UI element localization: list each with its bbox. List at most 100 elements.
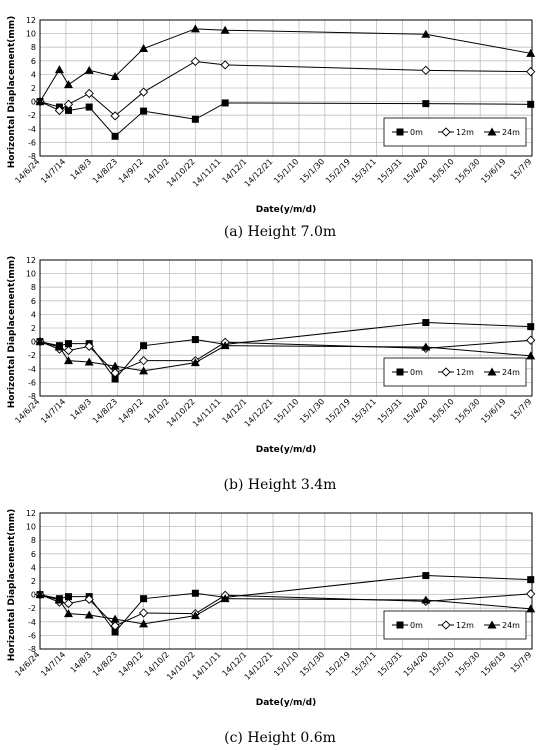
data-point-24m <box>63 356 73 365</box>
data-point-24m <box>190 611 200 620</box>
x-tick-label: 15/3/11 <box>350 397 378 425</box>
x-tick-label: 14/11/11 <box>191 650 223 682</box>
legend-label: 0m <box>410 128 423 137</box>
data-point-0m <box>64 106 72 114</box>
data-point-12m <box>526 589 536 599</box>
x-tick-label: 15/4/20 <box>402 397 430 425</box>
legend-marker <box>396 368 404 376</box>
legend-label: 0m <box>410 621 423 630</box>
legend-marker <box>487 367 497 376</box>
data-point-0m <box>64 593 72 601</box>
data-point-0m <box>191 115 199 123</box>
x-tick-label: 15/1/10 <box>272 650 300 678</box>
y-tick-label: -4 <box>28 365 36 374</box>
data-point-0m <box>85 103 93 111</box>
y-tick-label: 4 <box>31 310 36 319</box>
x-tick-label: 15/2/19 <box>324 650 352 678</box>
y-tick-label: 12 <box>26 256 36 265</box>
y-tick-label: -8 <box>28 152 36 161</box>
data-point-24m <box>35 337 45 346</box>
y-tick-label: 2 <box>31 84 36 93</box>
data-point-24m <box>63 609 73 618</box>
x-tick-label: 15/1/10 <box>272 397 300 425</box>
x-tick-label: 15/4/20 <box>402 157 430 185</box>
data-point-12m <box>63 598 74 609</box>
x-tick-label: 14/11/11 <box>191 157 223 189</box>
legend-marker <box>441 367 451 377</box>
data-point-12m <box>110 621 120 631</box>
panel-caption: (c) Height 0.6m <box>224 730 336 746</box>
x-tick-label: 14/6/24 <box>13 397 41 425</box>
data-point-12m <box>526 67 536 77</box>
data-point-24m <box>139 619 149 628</box>
data-point-24m <box>526 351 536 360</box>
series-line-24m <box>39 28 531 102</box>
data-point-12m <box>190 56 201 67</box>
y-tick-label: 10 <box>26 270 36 279</box>
data-point-24m <box>526 604 536 613</box>
x-axis-title: Date(y/m/d) <box>256 698 316 708</box>
data-point-0m <box>422 319 430 327</box>
data-point-0m <box>191 336 199 344</box>
x-tick-label: 14/9/12 <box>117 397 145 425</box>
data-point-24m <box>220 594 230 603</box>
legend-label: 24m <box>502 621 520 630</box>
y-tick-label: -2 <box>28 351 36 360</box>
y-tick-label: 10 <box>26 30 36 39</box>
x-tick-label: 15/1/30 <box>298 157 326 185</box>
data-point-0m <box>111 628 119 636</box>
x-tick-label: 14/9/12 <box>117 650 145 678</box>
x-tick-label: 15/3/31 <box>376 650 404 678</box>
data-point-0m <box>140 107 148 115</box>
y-axis-title: Horizontal Diaplacement(mm) <box>7 509 17 662</box>
y-axis-title: Horizontal Diaplacement(mm) <box>7 16 17 169</box>
panel-caption: (b) Height 3.4m <box>224 477 337 493</box>
data-point-24m <box>190 24 200 33</box>
legend-label: 24m <box>502 128 520 137</box>
y-tick-label: 2 <box>31 324 36 333</box>
series-line-0m <box>39 101 531 137</box>
plot-frame <box>39 19 533 157</box>
data-point-0m <box>111 132 119 140</box>
data-point-12m <box>110 368 120 378</box>
data-point-24m <box>421 595 431 604</box>
x-tick-label: 15/7/9 <box>509 397 534 422</box>
x-tick-label: 15/6/19 <box>479 157 507 185</box>
x-tick-label: 15/3/11 <box>350 157 378 185</box>
x-tick-label: 14/6/24 <box>13 650 41 678</box>
y-tick-label: 12 <box>26 509 36 518</box>
legend-marker <box>396 621 404 629</box>
y-tick-label: 10 <box>26 523 36 532</box>
x-tick-label: 15/5/30 <box>453 650 481 678</box>
data-point-0m <box>140 595 148 603</box>
y-axis-title: Horizontal Diaplacement(mm) <box>7 256 17 409</box>
x-tick-label: 15/5/30 <box>453 157 481 185</box>
x-tick-label: 14/7/14 <box>39 650 67 678</box>
data-point-24m <box>220 341 230 350</box>
x-tick-label: 15/1/30 <box>298 650 326 678</box>
data-point-24m <box>139 44 149 53</box>
x-tick-label: 14/8/3 <box>69 650 94 675</box>
legend-marker <box>441 127 451 137</box>
y-tick-label: 2 <box>31 577 36 586</box>
data-point-24m <box>421 29 431 38</box>
series-line-0m <box>39 575 531 633</box>
y-tick-label: 0 <box>31 98 36 107</box>
x-tick-label: 15/3/31 <box>376 157 404 185</box>
data-point-12m <box>54 105 65 116</box>
data-point-0m <box>527 323 535 331</box>
data-point-24m <box>139 366 149 375</box>
data-point-24m <box>35 590 45 599</box>
series-line-12m <box>39 339 531 374</box>
x-tick-label: 14/12/21 <box>243 650 275 682</box>
series-line-0m <box>39 322 531 380</box>
x-tick-label: 14/11/11 <box>191 397 223 429</box>
x-tick-label: 15/5/10 <box>428 397 456 425</box>
data-point-0m <box>527 576 535 584</box>
data-point-12m <box>63 99 74 109</box>
data-point-0m <box>422 572 430 580</box>
data-point-0m <box>111 375 119 383</box>
panel-caption: (a) Height 7.0m <box>224 224 336 240</box>
y-tick-label: -2 <box>28 111 36 120</box>
